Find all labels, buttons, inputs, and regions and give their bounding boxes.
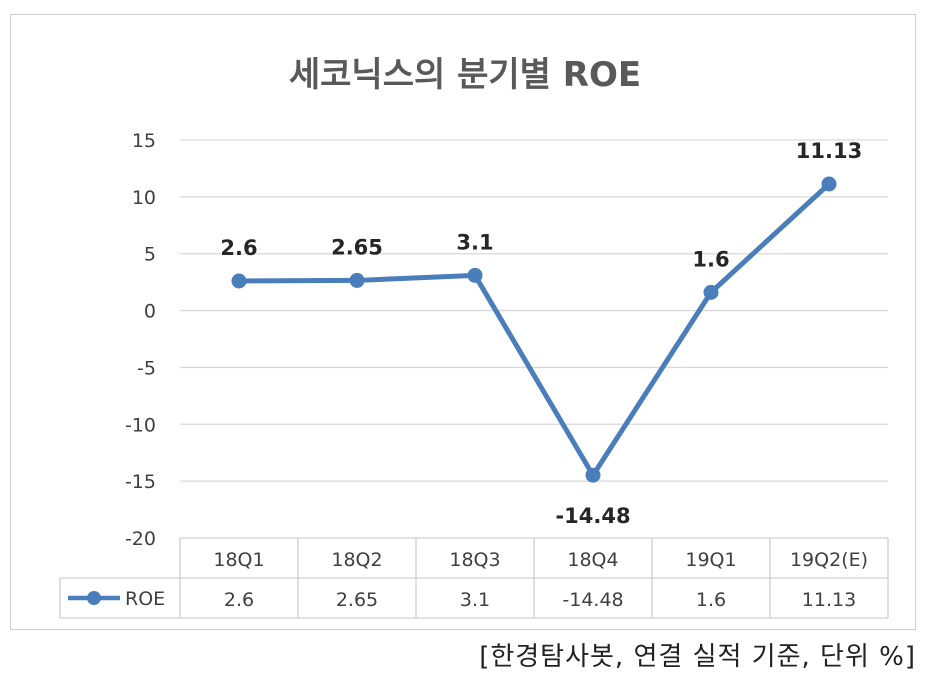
table-value-1: 2.65 — [336, 589, 378, 611]
table-value-2: 3.1 — [460, 589, 490, 611]
data-point-4 — [703, 284, 719, 300]
x-tick-2: 18Q3 — [449, 549, 500, 571]
data-label-2: 3.1 — [456, 230, 493, 254]
y-tick-1: 10 — [132, 187, 156, 209]
data-label-1: 2.65 — [331, 235, 383, 259]
data-point-1 — [349, 272, 365, 288]
data-point-3 — [585, 467, 601, 483]
x-tick-0: 18Q1 — [213, 549, 264, 571]
y-tick-4: -5 — [137, 357, 156, 379]
data-point-2 — [467, 267, 483, 283]
data-labels: 2.6 2.65 3.1 -14.48 1.6 11.13 — [220, 139, 862, 528]
source-note: [한경탐사봇, 연결 실적 기준, 단위 %] — [479, 642, 916, 672]
x-tick-1: 18Q2 — [331, 549, 382, 571]
y-tick-2: 5 — [144, 244, 156, 266]
chart-title: 세코닉스의 분기별 ROE — [289, 55, 641, 95]
y-tick-7: -20 — [125, 528, 156, 550]
data-point-5 — [821, 176, 837, 192]
table-value-3: -14.48 — [562, 589, 623, 611]
table-value-0: 2.6 — [224, 589, 254, 611]
table-value-5: 11.13 — [802, 589, 856, 611]
legend-marker — [87, 591, 101, 605]
data-table: 18Q1 2.6 18Q2 2.65 18Q3 3.1 18Q4 -14.48 19Q1 1.6 1… — [59, 537, 889, 619]
x-tick-4: 19Q1 — [685, 549, 736, 571]
x-tick-3: 18Q4 — [567, 549, 618, 571]
x-tick-5: 19Q2(E) — [790, 549, 868, 571]
y-tick-5: -10 — [125, 414, 156, 436]
gridlines — [180, 139, 888, 482]
data-label-5: 11.13 — [796, 139, 862, 163]
y-tick-3: 0 — [144, 301, 156, 323]
data-label-0: 2.6 — [220, 236, 257, 260]
chart-frame — [10, 14, 916, 630]
series-roe — [231, 176, 837, 483]
data-point-0 — [231, 273, 247, 289]
data-label-4: 1.6 — [692, 247, 729, 271]
y-tick-6: -15 — [125, 471, 156, 493]
legend-label: ROE — [125, 588, 165, 610]
series-line-roe — [238, 182, 831, 478]
data-label-3: -14.48 — [555, 504, 630, 528]
y-axis: 15 10 5 0 -5 -10 -15 -20 — [125, 130, 156, 550]
y-tick-0: 15 — [132, 130, 156, 152]
table-value-4: 1.6 — [696, 589, 726, 611]
